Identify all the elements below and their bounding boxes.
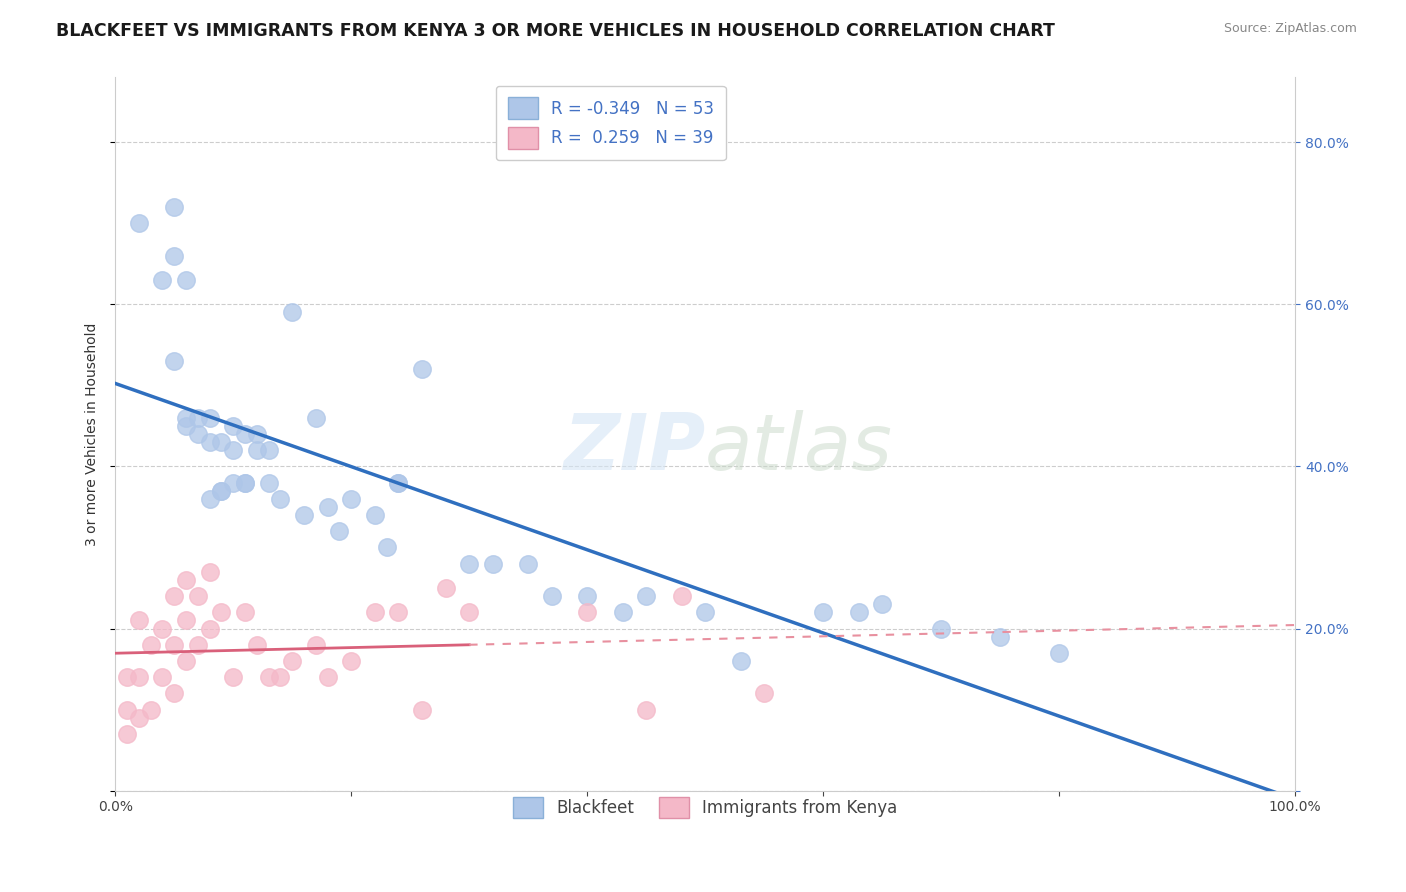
Point [269, 491, 291, 506]
Point [411, 702, 433, 716]
Point [187, 638, 209, 652]
Point [174, 410, 197, 425]
Point [128, 670, 150, 684]
Point [115, 702, 138, 716]
Point [988, 630, 1011, 644]
Point [671, 589, 693, 603]
Point [458, 605, 481, 619]
Point [187, 589, 209, 603]
Point [222, 418, 245, 433]
Point [128, 614, 150, 628]
Point [163, 686, 186, 700]
Point [870, 597, 893, 611]
Point [211, 605, 233, 619]
Point [281, 654, 304, 668]
Y-axis label: 3 or more Vehicles in Household: 3 or more Vehicles in Household [86, 322, 100, 546]
Point [387, 605, 409, 619]
Point [636, 702, 658, 716]
Point [540, 589, 562, 603]
Point [139, 638, 162, 652]
Point [174, 614, 197, 628]
Point [222, 443, 245, 458]
Point [174, 654, 197, 668]
Point [163, 638, 186, 652]
Point [576, 605, 599, 619]
Point [246, 427, 269, 442]
Text: BLACKFEET VS IMMIGRANTS FROM KENYA 3 OR MORE VEHICLES IN HOUSEHOLD CORRELATION C: BLACKFEET VS IMMIGRANTS FROM KENYA 3 OR … [56, 22, 1054, 40]
Point [163, 249, 186, 263]
Point [233, 605, 256, 619]
Point [152, 273, 174, 287]
Point [375, 541, 398, 555]
Point [128, 711, 150, 725]
Point [695, 605, 717, 619]
Point [316, 500, 339, 514]
Point [174, 273, 197, 287]
Point [152, 622, 174, 636]
Point [305, 638, 328, 652]
Point [340, 491, 363, 506]
Point [198, 491, 221, 506]
Point [269, 670, 291, 684]
Point [364, 508, 387, 522]
Point [174, 573, 197, 587]
Point [517, 557, 540, 571]
Point [152, 670, 174, 684]
Point [233, 427, 256, 442]
Point [198, 410, 221, 425]
Point [211, 435, 233, 450]
Point [636, 589, 658, 603]
Legend: Blackfeet, Immigrants from Kenya: Blackfeet, Immigrants from Kenya [506, 790, 904, 825]
Point [246, 638, 269, 652]
Point [482, 557, 505, 571]
Point [198, 565, 221, 579]
Point [139, 702, 162, 716]
Point [292, 508, 315, 522]
Point [222, 475, 245, 490]
Point [174, 418, 197, 433]
Text: ZIP: ZIP [562, 410, 706, 486]
Point [576, 589, 599, 603]
Point [128, 216, 150, 230]
Text: Source: ZipAtlas.com: Source: ZipAtlas.com [1223, 22, 1357, 36]
Point [458, 557, 481, 571]
Point [434, 581, 457, 595]
Point [187, 410, 209, 425]
Point [328, 524, 350, 539]
Point [115, 727, 138, 741]
Point [754, 686, 776, 700]
Point [813, 605, 835, 619]
Point [233, 475, 256, 490]
Point [233, 475, 256, 490]
Point [115, 670, 138, 684]
Point [305, 410, 328, 425]
Point [222, 670, 245, 684]
Point [163, 200, 186, 214]
Point [612, 605, 634, 619]
Point [163, 354, 186, 368]
Point [281, 305, 304, 319]
Point [387, 475, 409, 490]
Point [257, 475, 280, 490]
Point [1047, 646, 1070, 660]
Point [340, 654, 363, 668]
Point [929, 622, 952, 636]
Point [187, 427, 209, 442]
Point [163, 589, 186, 603]
Point [848, 605, 870, 619]
Point [411, 362, 433, 376]
Point [198, 622, 221, 636]
Point [257, 443, 280, 458]
Point [364, 605, 387, 619]
Point [211, 483, 233, 498]
Point [246, 443, 269, 458]
Point [211, 483, 233, 498]
Point [198, 435, 221, 450]
Point [316, 670, 339, 684]
Text: atlas: atlas [706, 410, 893, 486]
Point [387, 475, 409, 490]
Point [257, 670, 280, 684]
Point [730, 654, 752, 668]
